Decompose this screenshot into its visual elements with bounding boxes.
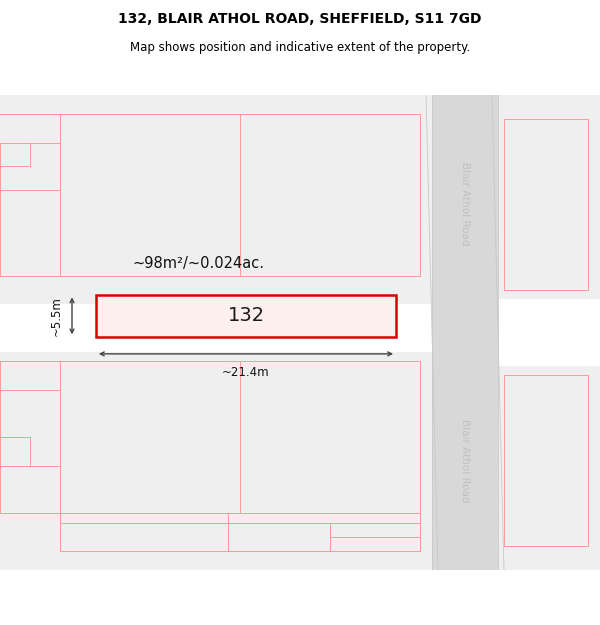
Text: Contains OS data © Crown copyright and database right 2021. This information is : Contains OS data © Crown copyright and d…	[11, 530, 598, 560]
Text: ~5.5m: ~5.5m	[50, 296, 63, 336]
Polygon shape	[0, 351, 432, 570]
Text: Blair Athol Road: Blair Athol Road	[460, 419, 470, 502]
Text: ~98m²/~0.024ac.: ~98m²/~0.024ac.	[132, 256, 264, 271]
Polygon shape	[498, 95, 600, 299]
Text: Blair Athol Road: Blair Athol Road	[460, 162, 470, 246]
Polygon shape	[498, 366, 600, 570]
Polygon shape	[0, 95, 432, 304]
Bar	[96, 294, 396, 338]
Text: 132: 132	[227, 306, 265, 326]
Text: Map shows position and indicative extent of the property.: Map shows position and indicative extent…	[130, 41, 470, 54]
Text: ~21.4m: ~21.4m	[222, 366, 270, 379]
Polygon shape	[432, 95, 498, 570]
Text: 132, BLAIR ATHOL ROAD, SHEFFIELD, S11 7GD: 132, BLAIR ATHOL ROAD, SHEFFIELD, S11 7G…	[118, 12, 482, 26]
